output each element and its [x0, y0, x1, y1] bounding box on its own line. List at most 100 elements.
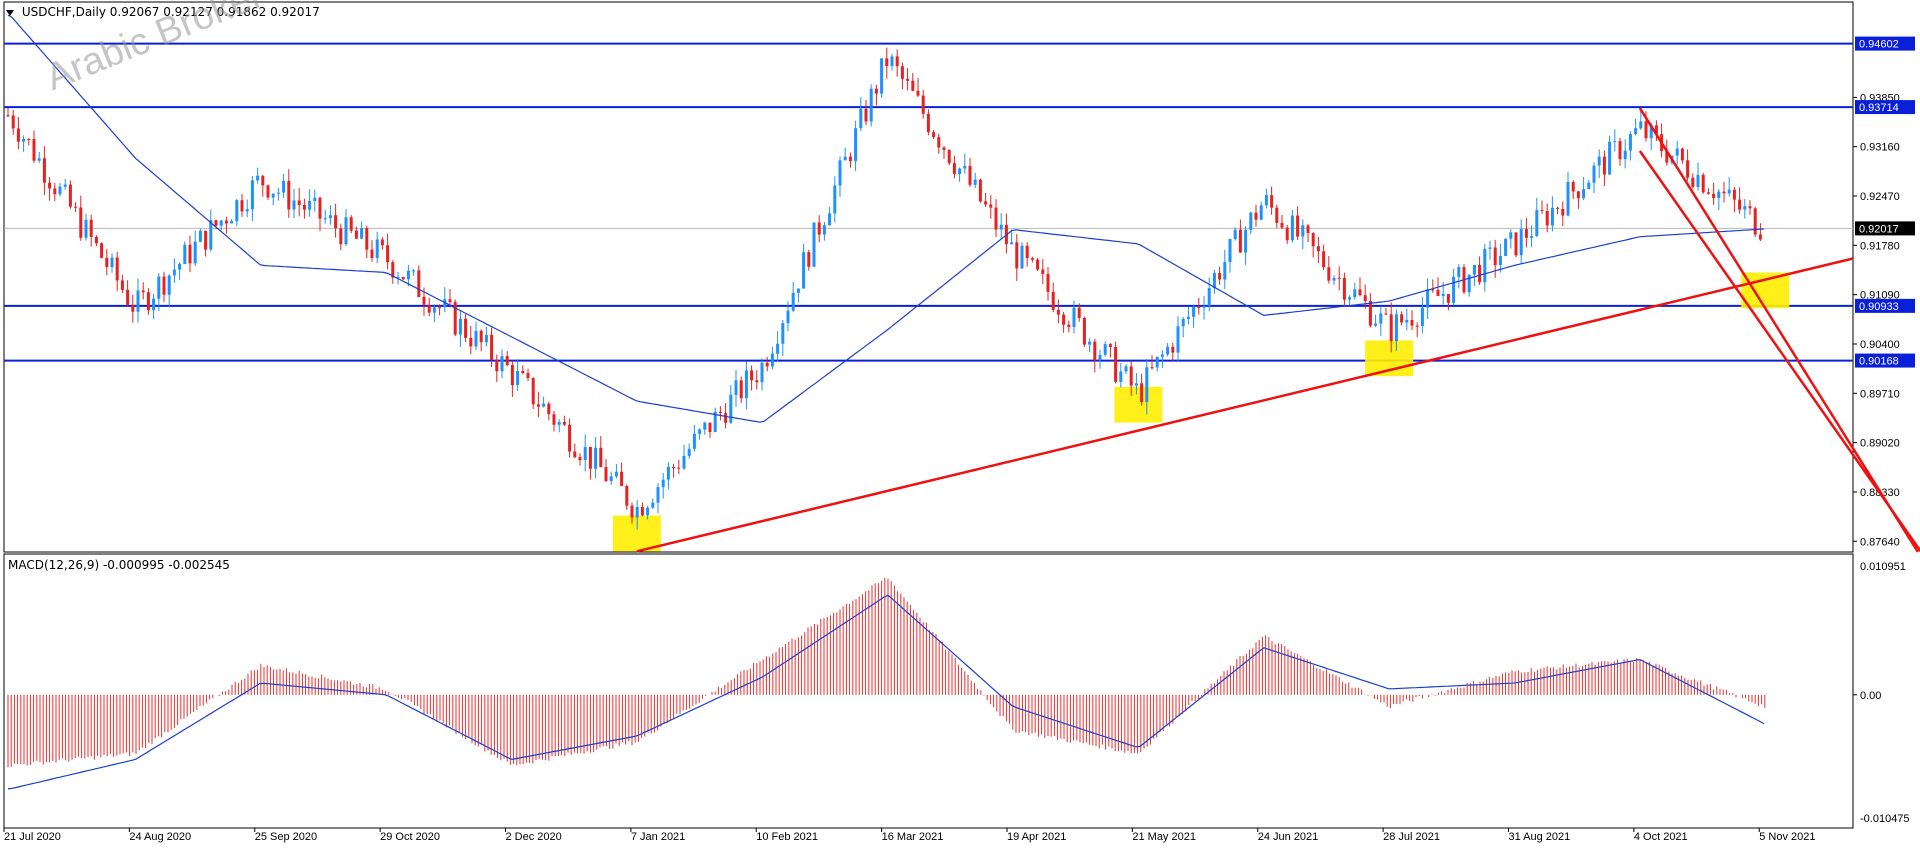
- candle-body: [812, 222, 816, 267]
- candle-body: [791, 292, 795, 311]
- candle-body: [63, 184, 67, 187]
- symbol-label: USDCHF,Daily: [21, 5, 106, 19]
- candle-body: [1452, 276, 1456, 303]
- candle-body: [1368, 301, 1372, 326]
- candle-body: [1691, 177, 1695, 187]
- candle-body: [334, 215, 338, 229]
- candle-body: [505, 356, 509, 366]
- candle-body: [1145, 367, 1149, 402]
- candle-body: [79, 207, 83, 238]
- candle-body: [1644, 121, 1648, 139]
- candle-body: [1686, 160, 1690, 178]
- candle-body: [224, 220, 228, 224]
- candle-body: [152, 298, 156, 311]
- candle-body: [1098, 354, 1102, 361]
- candle-body: [1535, 210, 1539, 236]
- candle-body: [781, 323, 785, 344]
- macd-y-tick-label: -0.010475: [1860, 813, 1910, 825]
- candle-body: [94, 236, 98, 244]
- price-y-tick-label: 0.91090: [1860, 290, 1900, 302]
- candle-body: [1176, 326, 1180, 353]
- candle-body: [1478, 265, 1482, 283]
- candle-body: [510, 365, 514, 386]
- candle-body: [297, 200, 301, 206]
- candle-body: [1457, 267, 1461, 277]
- candle-body: [1244, 229, 1248, 253]
- candle-body: [146, 292, 150, 311]
- candle-body: [994, 207, 998, 230]
- x-axis-date-label: 29 Oct 2020: [380, 831, 440, 843]
- candle-body: [1722, 191, 1726, 194]
- candle-body: [1046, 273, 1050, 292]
- candle-body: [32, 139, 36, 161]
- candle-body: [828, 213, 832, 226]
- candle-body: [58, 186, 62, 195]
- candle-body: [968, 165, 972, 185]
- candle-body: [172, 269, 176, 276]
- candle-body: [11, 115, 15, 129]
- candle-body: [271, 193, 275, 198]
- candle-body: [1623, 150, 1627, 160]
- candle-body: [1628, 133, 1632, 151]
- candle-body: [1545, 210, 1549, 226]
- dropdown-triangle-icon[interactable]: [6, 9, 14, 16]
- candle-body: [1186, 316, 1190, 319]
- candle-body: [635, 506, 639, 518]
- chart-header: USDCHF,Daily 0.92067 0.92127 0.91862 0.9…: [6, 5, 320, 19]
- candle-body: [843, 156, 847, 161]
- candle-body: [1124, 366, 1128, 372]
- candle-body: [162, 276, 166, 295]
- level-price-tag: [1855, 353, 1915, 368]
- candle-body: [744, 370, 748, 399]
- candle-body: [1696, 174, 1700, 187]
- candle-body: [599, 447, 603, 468]
- candle-body: [422, 296, 426, 305]
- candle-body: [136, 290, 140, 312]
- candle-body: [1701, 174, 1705, 193]
- candle-body: [391, 262, 395, 278]
- candle-body: [1426, 289, 1430, 308]
- moving-average-line: [7, 14, 1765, 423]
- candle-body: [84, 219, 88, 238]
- candle-body: [1259, 205, 1263, 220]
- candle-body: [1290, 215, 1294, 241]
- candle-body: [365, 228, 369, 250]
- candle-body: [999, 224, 1003, 230]
- candle-body: [1405, 319, 1409, 323]
- candle-body: [1582, 189, 1586, 199]
- candle-body: [692, 433, 696, 449]
- candle-body: [245, 209, 249, 212]
- macd-histogram: [7, 577, 1766, 768]
- x-axis-date-label: 5 Nov 2021: [1759, 831, 1815, 843]
- candle-body: [1488, 247, 1492, 249]
- candle-body: [802, 252, 806, 289]
- candle-body: [1446, 293, 1450, 303]
- candle-body: [261, 175, 265, 186]
- candle-body: [1218, 273, 1222, 280]
- candle-body: [287, 180, 291, 210]
- candle-body: [1114, 346, 1118, 382]
- candle-body: [386, 245, 390, 263]
- candle-body: [1322, 251, 1326, 268]
- x-axis-date-label: 2 Dec 2020: [505, 831, 561, 843]
- candle-body: [235, 200, 239, 222]
- candle-body: [963, 165, 967, 169]
- highlight-box: [1741, 272, 1790, 309]
- candle-body: [880, 58, 884, 94]
- candle-body: [677, 467, 681, 469]
- candle-body: [214, 220, 218, 226]
- candle-body: [874, 88, 878, 94]
- candle-body: [521, 371, 525, 374]
- candle-body: [1238, 229, 1242, 253]
- candle-body: [474, 330, 478, 347]
- candle-body: [1082, 318, 1086, 345]
- candle-body: [370, 249, 374, 258]
- candle-body: [1301, 225, 1305, 237]
- candle-body: [1613, 140, 1617, 142]
- candle-body: [318, 197, 322, 219]
- candle-body: [1140, 383, 1144, 402]
- candle-body: [157, 276, 161, 299]
- candle-body: [1732, 189, 1736, 200]
- candle-body: [911, 80, 915, 91]
- candle-body: [396, 277, 400, 279]
